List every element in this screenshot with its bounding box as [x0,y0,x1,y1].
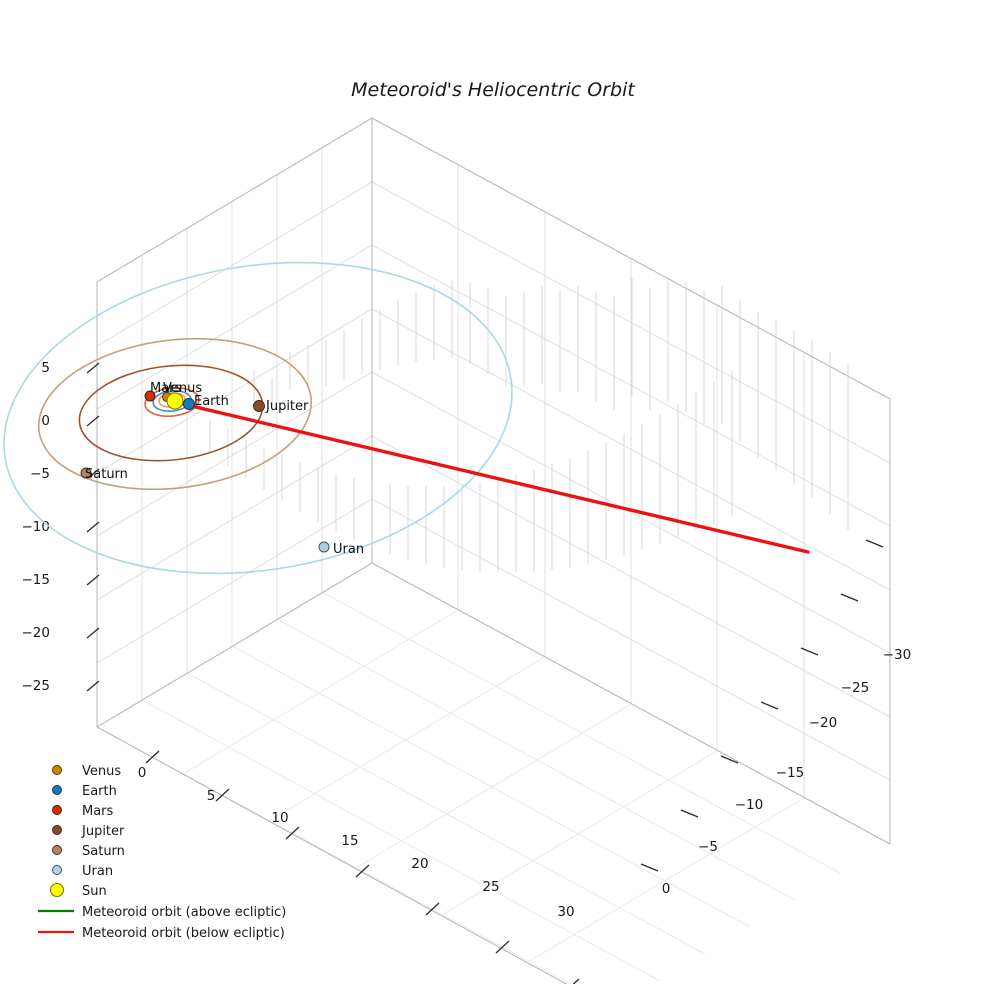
legend-marker-venus [52,765,62,775]
legend-label-sun: Sun [82,884,107,899]
legend: Venus Earth Mars Jupiter Saturn Uran Sun… [38,764,286,941]
y-tick-label: −30 [883,647,912,663]
legend-label-uran: Uran [82,864,113,879]
z-tick-label: 0 [41,413,50,429]
y-tick-label: −15 [776,765,805,781]
x-tick-label: 0 [138,765,147,781]
label-mars: Mars [150,381,182,396]
x-tick-label: 20 [411,856,428,872]
legend-label-below-ecliptic: Meteoroid orbit (below ecliptic) [82,926,285,941]
legend-marker-earth [52,785,62,795]
z-tick-label: −20 [22,625,51,641]
x-tick-label: 5 [207,788,216,804]
body-markers [80,390,330,553]
orbit-stem-lines [209,276,849,572]
x-tick-label: 10 [271,810,288,826]
y-tick-label: −25 [841,680,870,696]
x-axis: 0 5 10 15 20 25 30 [138,750,580,984]
marker-earth [183,398,195,410]
z-tick-label: −10 [22,519,51,535]
z-tick-label: −15 [22,572,51,588]
legend-label-venus: Venus [82,764,121,779]
page-title: Meteoroid's Heliocentric Orbit [351,79,636,101]
marker-saturn [80,467,92,479]
orbit-uran [3,261,513,575]
legend-marker-mars [52,805,62,815]
z-axis: 5 0 −5 −10 −15 −20 −25 [22,360,100,694]
y-tick-label: −20 [809,715,838,731]
y-tick-label: −5 [698,839,718,855]
legend-marker-jupiter [52,825,62,835]
legend-marker-sun [49,882,65,898]
label-saturn: Saturn [85,467,128,482]
z-tick-label: −5 [30,466,50,482]
x-tick-label: 30 [557,904,574,920]
orbit-mars [144,386,200,418]
body-labels: Mars Venus Earth Jupiter Saturn Uran [85,381,364,557]
marker-mars [144,390,156,402]
y-tick-label: 0 [662,881,671,897]
z-tick-label: −25 [22,678,51,694]
legend-label-saturn: Saturn [82,844,125,859]
axes-box-edges [96,117,891,984]
label-uran: Uran [333,542,364,557]
meteoroid-orbit-below-ecliptic [181,402,810,554]
legend-label-above-ecliptic: Meteoroid orbit (above ecliptic) [82,905,286,920]
y-tick-label: −10 [735,797,764,813]
x-tick-label: 25 [482,879,499,895]
legend-marker-saturn [52,845,62,855]
legend-label-earth: Earth [82,784,117,799]
y-axis: 0 −5 −10 −15 −20 −25 −30 [640,539,912,897]
legend-label-jupiter: Jupiter [81,824,125,839]
x-tick-label: 15 [341,833,358,849]
orbit-saturn [37,337,313,491]
legend-label-mars: Mars [82,804,114,819]
label-jupiter: Jupiter [265,399,309,414]
marker-uran [318,541,330,553]
legend-marker-uran [52,865,62,875]
label-earth: Earth [194,394,229,409]
marker-jupiter [253,400,265,412]
z-tick-label: 5 [41,360,50,376]
marker-sun [166,392,184,410]
label-venus: Venus [163,381,202,396]
